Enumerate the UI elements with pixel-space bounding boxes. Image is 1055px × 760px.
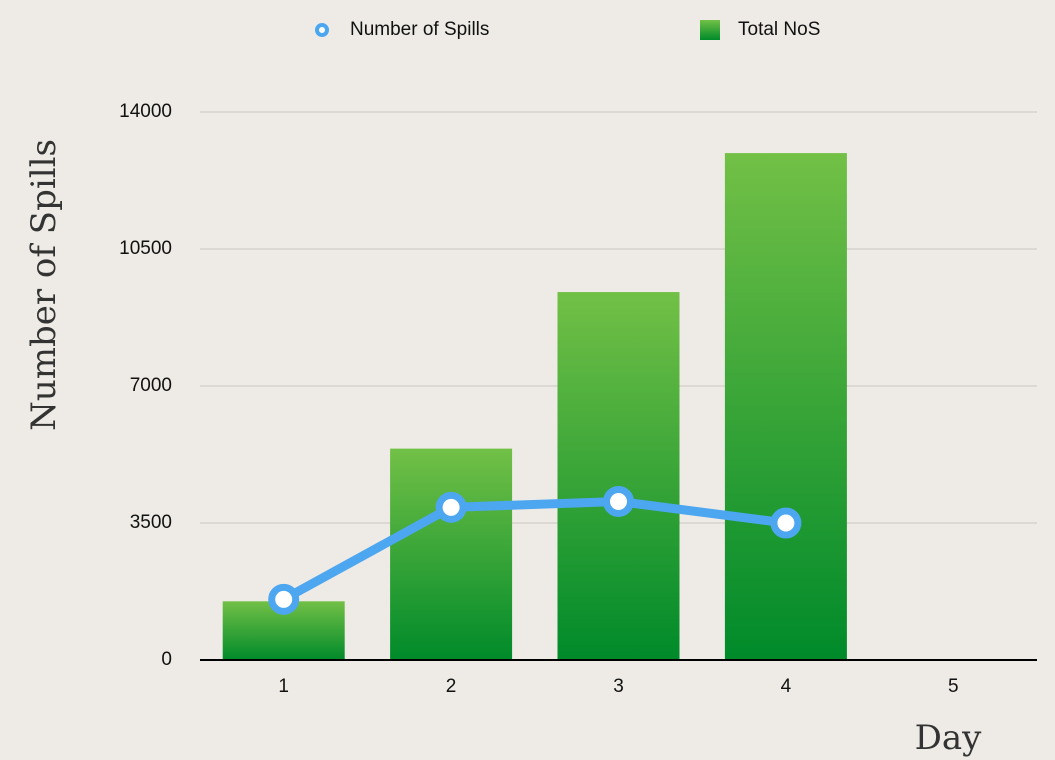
x-tick-label: 1 — [278, 676, 289, 697]
y-tick-label: 0 — [161, 649, 172, 670]
legend-label: Number of Spills — [350, 19, 489, 40]
bar — [390, 448, 513, 660]
y-tick-label: 14000 — [119, 101, 172, 122]
y-tick-label: 7000 — [130, 375, 172, 396]
y-tick-label: 10500 — [119, 238, 172, 259]
y-axis-title: Number of Spills — [24, 139, 64, 431]
line-point — [770, 507, 802, 539]
x-tick-label: 3 — [613, 676, 624, 697]
bar — [557, 292, 680, 660]
x-tick-label: 5 — [948, 676, 959, 697]
line-point — [603, 485, 634, 517]
bar — [724, 153, 847, 660]
legend-marker — [315, 23, 329, 37]
x-tick-label: 2 — [446, 676, 457, 697]
legend-marker — [700, 20, 720, 40]
line — [281, 496, 787, 604]
x-axis-title: Day — [915, 718, 983, 758]
line-point — [435, 491, 467, 523]
y-tick-label: 3500 — [130, 512, 172, 533]
line-point — [268, 583, 300, 615]
x-tick-label: 4 — [781, 676, 792, 697]
legend-label: Total NoS — [738, 19, 820, 40]
